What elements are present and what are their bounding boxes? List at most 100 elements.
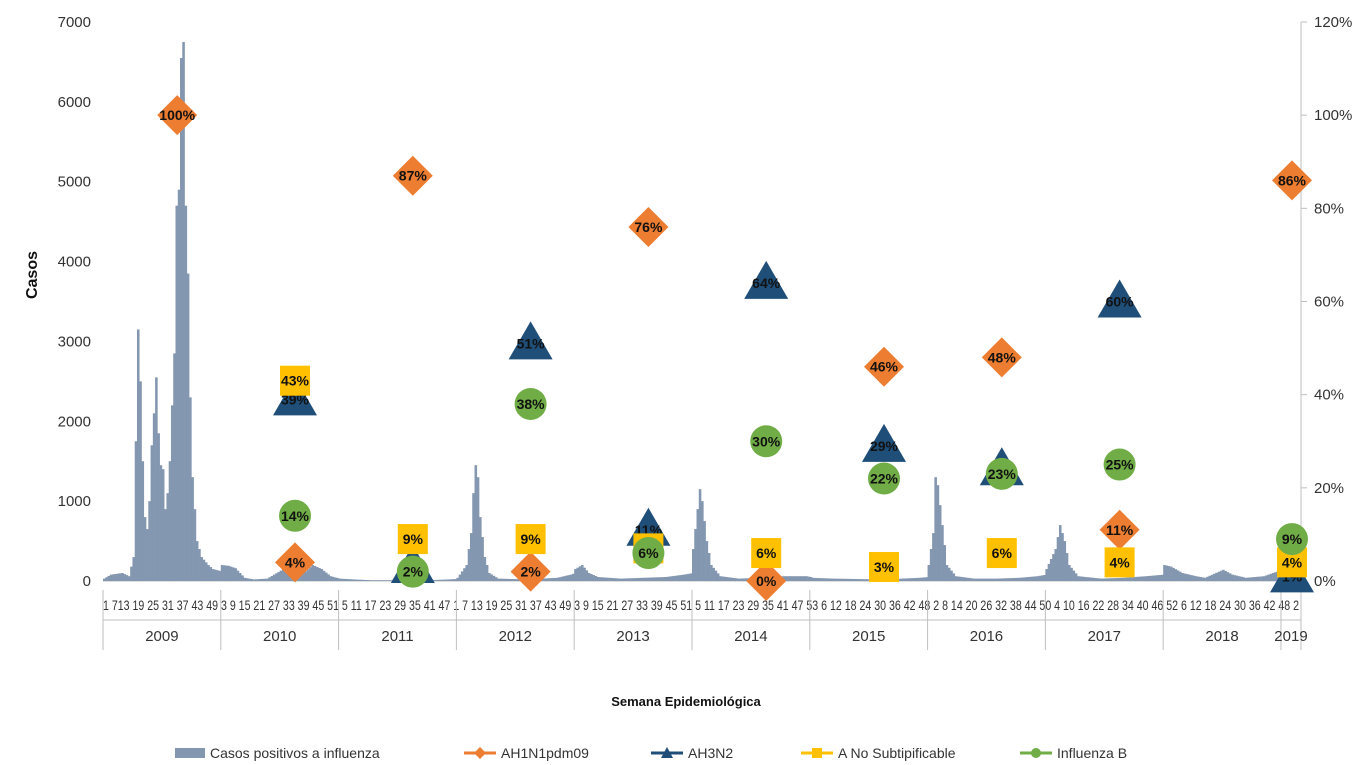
bar xyxy=(517,579,521,581)
bar xyxy=(997,578,1001,581)
bar xyxy=(1192,575,1196,581)
bar xyxy=(209,567,213,581)
bar xyxy=(927,565,931,581)
bar xyxy=(574,569,577,581)
bar xyxy=(687,573,691,581)
bar xyxy=(1013,577,1017,581)
bar xyxy=(682,574,686,581)
bar xyxy=(732,578,736,581)
bar xyxy=(660,577,663,581)
bar xyxy=(390,580,394,581)
legend-label: Influenza B xyxy=(1057,745,1127,761)
bar xyxy=(1235,575,1239,581)
bar xyxy=(621,578,625,581)
bar xyxy=(343,578,346,581)
bar xyxy=(161,469,165,581)
bar xyxy=(1156,575,1159,581)
bar xyxy=(798,576,802,581)
bar xyxy=(599,577,602,581)
bar xyxy=(1158,575,1162,581)
bar xyxy=(1090,577,1094,581)
bar xyxy=(590,574,593,581)
bar xyxy=(932,533,935,581)
bar xyxy=(211,569,215,581)
data-label: 64% xyxy=(752,275,781,291)
bar xyxy=(164,509,167,581)
bar xyxy=(617,578,620,581)
bar xyxy=(141,461,145,581)
bar xyxy=(957,576,960,581)
bar xyxy=(642,577,645,581)
bar xyxy=(383,580,387,581)
bar xyxy=(558,577,561,581)
bar xyxy=(655,577,659,581)
data-label: 100% xyxy=(159,107,195,123)
bar xyxy=(1011,578,1014,581)
bar xyxy=(694,529,697,581)
bar xyxy=(1029,576,1033,581)
influenza-b-marker xyxy=(985,457,1018,490)
bar xyxy=(322,570,326,581)
bar xyxy=(920,577,924,581)
bar xyxy=(633,578,636,581)
bar xyxy=(644,577,647,581)
bar xyxy=(214,569,217,581)
bar xyxy=(506,578,509,581)
bar xyxy=(576,567,580,581)
data-label: 6% xyxy=(756,545,777,561)
y-tick-label: 3000 xyxy=(58,333,91,350)
legend-marker xyxy=(474,747,486,759)
bar xyxy=(1228,573,1232,581)
bar xyxy=(1018,577,1021,581)
bar xyxy=(1004,578,1008,581)
bar xyxy=(304,571,308,581)
bar xyxy=(1179,571,1182,581)
bar xyxy=(1070,567,1073,581)
bar xyxy=(1111,578,1114,581)
bar xyxy=(1256,576,1259,581)
bar xyxy=(1271,573,1275,581)
bar xyxy=(499,578,502,581)
bar xyxy=(848,578,851,581)
bar xyxy=(257,579,260,581)
bar xyxy=(1052,554,1055,581)
y-tick-label: 6000 xyxy=(58,94,91,111)
bar xyxy=(614,578,618,581)
bar xyxy=(696,509,700,581)
bar xyxy=(578,566,582,581)
a-no-subtipificable-marker xyxy=(397,524,428,555)
bar xyxy=(1262,576,1266,581)
bar xyxy=(270,575,274,581)
bar xyxy=(1049,559,1053,581)
bar xyxy=(334,577,337,581)
data-label: 23% xyxy=(988,466,1017,482)
bar xyxy=(698,489,702,581)
bar xyxy=(204,562,208,581)
bar xyxy=(972,578,976,581)
ah1n1pdm09-marker xyxy=(746,561,787,601)
bar xyxy=(1165,565,1169,581)
bar xyxy=(1231,574,1234,581)
bar xyxy=(1113,578,1116,581)
influenza-b-marker xyxy=(514,387,547,420)
year-label: 2016 xyxy=(970,628,1003,645)
data-label: 14% xyxy=(281,508,310,524)
bar xyxy=(567,575,570,581)
bar xyxy=(136,329,140,581)
bar xyxy=(508,578,512,581)
bar xyxy=(1215,572,1218,581)
bar xyxy=(637,577,641,581)
bar xyxy=(1020,577,1024,581)
y2-tick-label: 120% xyxy=(1314,14,1352,31)
bar xyxy=(1015,577,1019,581)
bar xyxy=(1206,576,1209,581)
bar xyxy=(436,579,439,581)
bar xyxy=(279,570,283,581)
bar xyxy=(619,578,623,581)
bar xyxy=(551,578,555,581)
week-tick-labels: 1 713 19 25 31 37 43 49 3 9 15 21 27 33 … xyxy=(103,597,1299,613)
bar xyxy=(1034,576,1037,581)
bar xyxy=(152,413,156,581)
bar xyxy=(250,579,253,581)
bar xyxy=(1267,574,1270,581)
